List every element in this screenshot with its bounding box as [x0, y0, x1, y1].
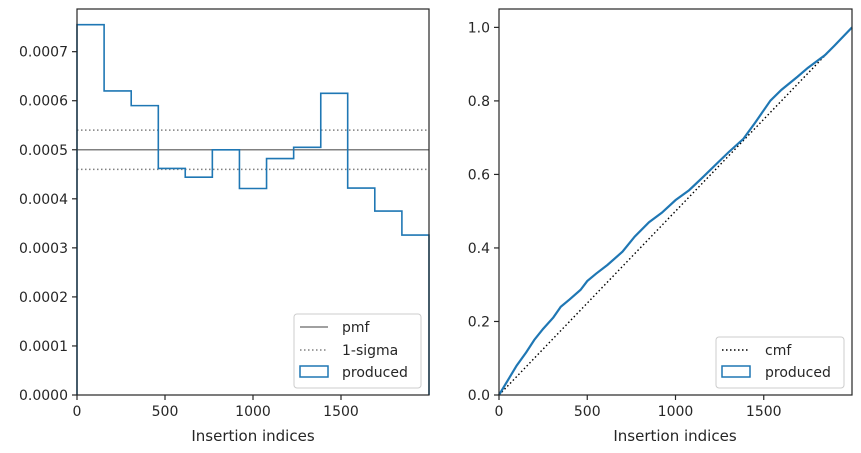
histogram-y-tick-label: 0.0001	[19, 339, 68, 355]
cumulative-x-axis-label: Insertion indices	[613, 427, 736, 445]
cumulative-legend-box	[715, 336, 845, 389]
histogram-y-tick-label: 0.0005	[19, 143, 68, 159]
legend-produced-swatch-right	[721, 365, 751, 378]
cumulative-legend: cmf produced	[715, 336, 845, 389]
legend-produced-label-right: produced	[765, 365, 831, 381]
legend-sigma-label: 1-sigma	[342, 343, 398, 359]
cumulative-y-ticks: 0.0 0.2 0.4 0.6 0.8 1.0	[468, 20, 499, 404]
histogram-y-tick-label: 0.0006	[19, 94, 68, 110]
cumulative-marks	[498, 26, 853, 396]
histogram-x-axis-label: Insertion indices	[191, 427, 314, 445]
histogram-x-tick-label: 500	[152, 404, 179, 420]
cumulative-x-tick-label: 500	[574, 404, 601, 420]
cmf-line	[498, 26, 853, 396]
cumulative-y-tick-label: 0.4	[468, 241, 490, 257]
histogram-x-tick-label: 1500	[323, 404, 359, 420]
histogram-marks	[76, 23, 430, 395]
histogram-panel: 0 500 1000 1500 0.00000.00010.00020.00030.0…	[19, 8, 430, 445]
cumulative-y-tick-label: 0.8	[468, 94, 490, 110]
cumulative-panel: 0 500 1000 1500 0.0 0.2 0.4 0.6 0.8 1.0 Insertio…	[468, 8, 853, 445]
cumulative-x-tick-label: 1000	[658, 404, 694, 420]
histogram-y-tick-label: 0.0003	[19, 241, 68, 257]
histogram-y-tick-label: 0.0007	[19, 45, 68, 61]
legend-cmf-label: cmf	[765, 343, 792, 359]
histogram-legend: pmf 1-sigma produced	[293, 313, 422, 389]
histogram-legend-box	[293, 313, 422, 389]
histogram-x-tick-label: 1000	[235, 404, 271, 420]
histogram-y-tick-label: 0.0004	[19, 192, 68, 208]
histogram-y-tick-label: 0.0002	[19, 290, 68, 306]
histogram-x-tick-label: 0	[73, 404, 82, 420]
cumulative-x-tick-label: 0	[495, 404, 504, 420]
legend-produced-label: produced	[342, 365, 408, 381]
cumulative-x-ticks: 0 500 1000 1500	[495, 395, 782, 420]
cumulative-y-tick-label: 0.0	[468, 388, 490, 404]
cumulative-y-tick-label: 1.0	[468, 20, 490, 36]
produced-histogram-step	[76, 23, 430, 395]
histogram-y-ticks: 0.0000 0.0001 0.0002 0.0003 0.0004 0.0005 0.00…	[19, 45, 77, 404]
legend-produced-swatch	[299, 365, 329, 378]
histogram-x-ticks: 0 500 1000 1500	[73, 395, 359, 420]
produced-cumulative-line	[498, 26, 853, 396]
cumulative-x-tick-label: 1500	[746, 404, 782, 420]
cumulative-y-tick-label: 0.2	[468, 314, 490, 330]
histogram-y-tick-label: 0.0000	[19, 388, 68, 404]
cumulative-y-tick-label: 0.6	[468, 167, 490, 183]
legend-pmf-label: pmf	[342, 320, 371, 336]
